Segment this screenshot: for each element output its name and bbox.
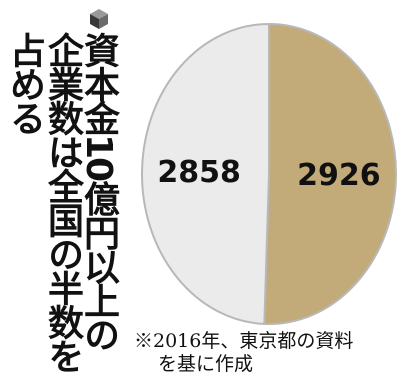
title-column-2: 企業数は全国の半数を [42, 32, 83, 372]
pie-chart: 2926 2858 [140, 22, 398, 327]
source-note: ※2016年、東京都の資料 を基に作成 [134, 330, 406, 376]
pie-chart-svg: 2926 2858 [141, 22, 397, 325]
title-column-1: 資本金10億円以上の [78, 32, 119, 351]
pie-slice-label-2: 2858 [157, 155, 241, 190]
pie-slice-2 [141, 22, 270, 325]
title-column-3: 占める [4, 32, 45, 134]
source-note-line-1: ※2016年、東京都の資料 [134, 330, 354, 352]
pie-slice-1 [263, 22, 397, 325]
pie-slice-label-1: 2926 [297, 158, 381, 193]
source-note-line-2: を基に作成 [158, 353, 254, 375]
cube-icon [90, 9, 108, 29]
chart-title: 資本金10億円以上の 企業数は全国の半数を 占める [0, 6, 119, 372]
